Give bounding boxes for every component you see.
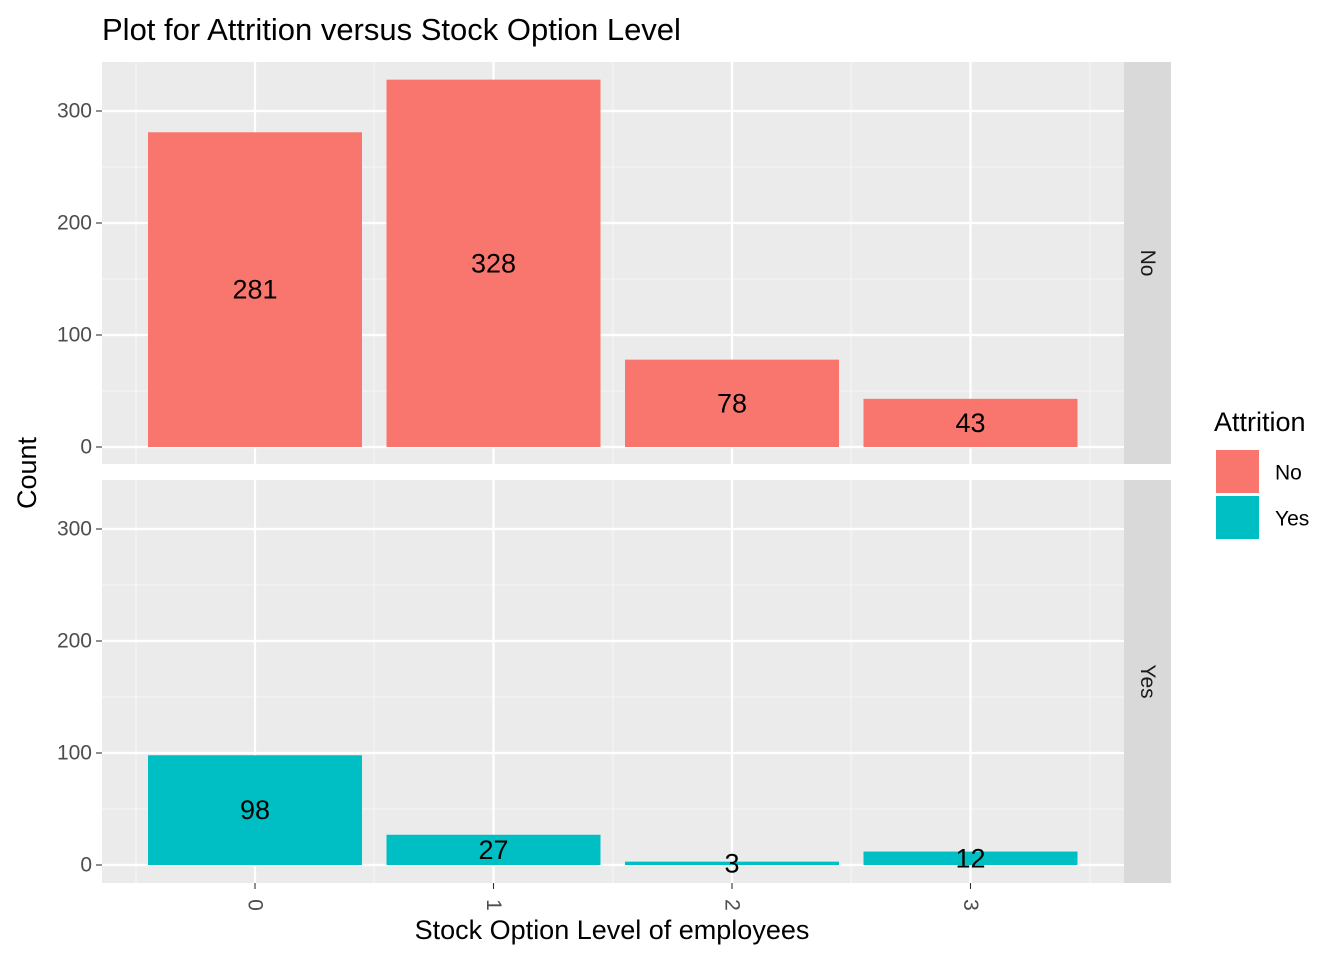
legend-title: Attrition [1214, 407, 1306, 437]
panel-no: 281 328 78 43 0 100 200 300 No [57, 62, 1171, 464]
y-tick-label: 0 [80, 854, 92, 877]
data-label: 328 [471, 248, 516, 278]
facet-strip-label: No [1136, 250, 1159, 277]
bar-yes-1 [386, 834, 601, 865]
y-tick-label: 300 [57, 518, 92, 541]
legend-swatch [1216, 450, 1259, 493]
legend-label: Yes [1275, 508, 1309, 531]
data-label: 27 [478, 835, 508, 865]
data-label: 281 [232, 275, 277, 305]
bar-yes-2 [625, 861, 839, 865]
y-tick-label: 300 [57, 100, 92, 123]
y-tick-label: 100 [57, 742, 92, 765]
bar-no-2 [625, 359, 839, 447]
legend-item-no: No [1216, 450, 1302, 493]
y-tick-label: 200 [57, 212, 92, 235]
y-tick-label: 0 [80, 436, 92, 459]
legend-items: No Yes [1216, 450, 1309, 539]
bar-no-0 [148, 132, 362, 447]
y-axis-title: Count [12, 436, 42, 509]
x-tick-label: 3 [959, 899, 982, 911]
data-label: 43 [955, 408, 985, 438]
legend-item-yes: Yes [1216, 496, 1309, 539]
data-label: 98 [240, 795, 270, 825]
legend-label: No [1275, 462, 1302, 485]
x-tick-label: 0 [244, 899, 267, 911]
y-tick-label: 100 [57, 324, 92, 347]
x-axis-title: Stock Option Level of employees [415, 915, 810, 945]
data-label: 12 [955, 843, 985, 873]
facet-strip [1124, 62, 1171, 464]
legend: Attrition No Yes [1214, 407, 1309, 539]
bar-yes-3 [863, 851, 1078, 865]
bar-no-3 [863, 398, 1078, 447]
y-tick-label: 200 [57, 630, 92, 653]
x-tick-label: 2 [721, 899, 744, 911]
legend-swatch [1216, 496, 1259, 539]
x-axis: 0 1 2 3 [244, 883, 982, 911]
facet-strip-label: Yes [1136, 664, 1159, 698]
data-label: 78 [717, 388, 747, 418]
facet-strip [1124, 480, 1171, 883]
bar-no-1 [386, 79, 601, 447]
x-tick-label: 1 [482, 899, 505, 911]
bar-yes-0 [148, 755, 362, 865]
data-label: 3 [724, 848, 739, 878]
chart-title: Plot for Attrition versus Stock Option L… [102, 12, 681, 47]
panel-yes: 98 27 3 12 0 100 200 300 Yes [57, 480, 1171, 883]
